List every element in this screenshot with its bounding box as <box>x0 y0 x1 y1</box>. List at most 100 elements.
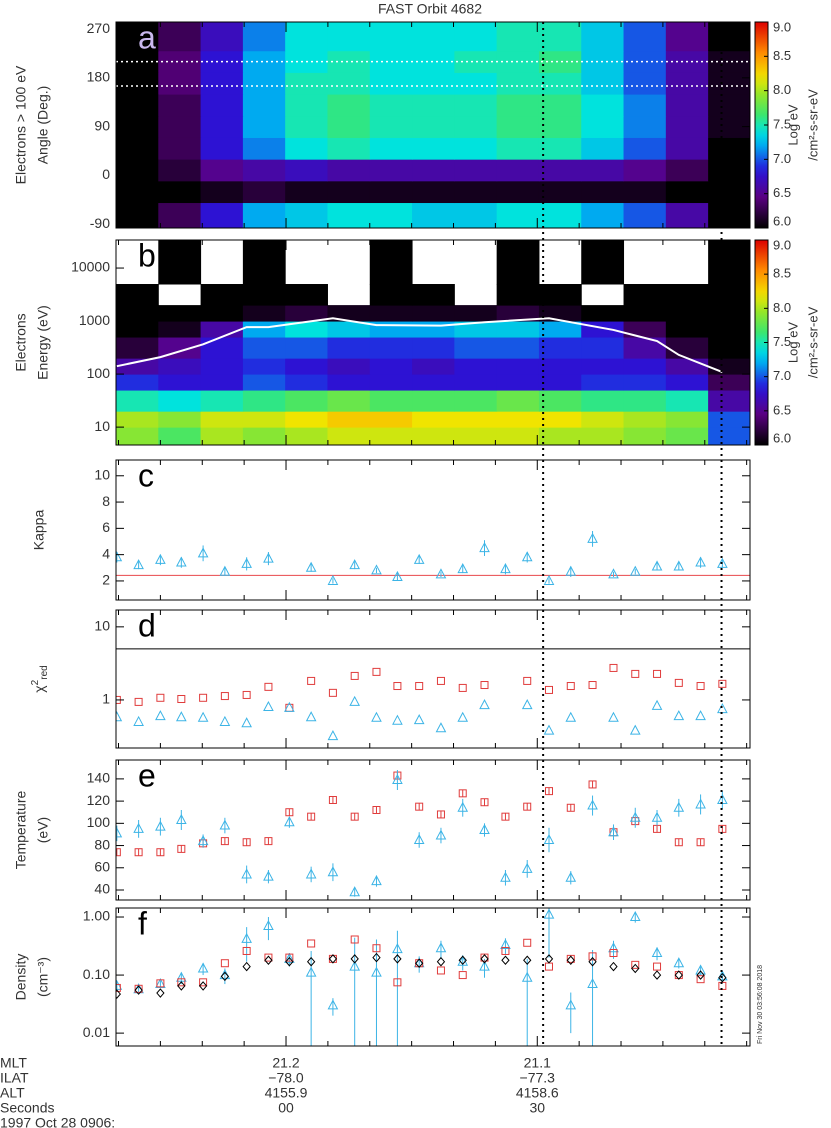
heat-cell <box>116 358 159 375</box>
heat-cell <box>708 321 750 338</box>
heat-cell <box>496 390 540 412</box>
heat-cell <box>496 137 540 160</box>
square-point <box>718 679 727 688</box>
heat-cell <box>200 427 244 445</box>
y-tick-label: 0.10 <box>83 966 110 982</box>
heat-cell <box>496 358 540 375</box>
heat-cell <box>538 411 582 428</box>
panel <box>116 770 728 897</box>
heat-cell <box>412 202 455 228</box>
heat-cell <box>708 115 750 138</box>
heat-cell <box>623 180 667 204</box>
heat-cell <box>665 358 709 375</box>
heat-cell <box>623 115 667 138</box>
heat-cell <box>116 427 159 445</box>
heat-cell <box>116 321 159 338</box>
heat-cell <box>116 284 159 306</box>
heat-cell <box>708 411 750 428</box>
diamond-point <box>116 989 122 999</box>
square-point <box>415 682 424 691</box>
heat-cell <box>327 374 371 391</box>
heat-cell <box>454 374 498 391</box>
triangle-point <box>327 574 339 585</box>
heat-cell <box>285 72 328 95</box>
heat-cell <box>496 50 540 73</box>
heat-cell <box>285 337 328 359</box>
y-tick-label: 90 <box>94 117 110 133</box>
square-point <box>177 978 186 987</box>
heat-cell <box>454 94 498 117</box>
colorbar-tick-label: 7.0 <box>773 151 791 166</box>
square-point <box>134 697 143 706</box>
heat-cell <box>200 137 244 160</box>
colorbar-label: Log eV <box>785 104 800 146</box>
triangle-point <box>392 943 403 954</box>
y-tick-label: 10000 <box>71 259 110 275</box>
heat-cell <box>496 180 540 204</box>
heat-cell <box>158 115 202 138</box>
triangle-point <box>543 833 555 844</box>
panel-frame <box>115 21 751 229</box>
triangle-point <box>197 835 209 846</box>
square-point <box>156 979 165 988</box>
triangle-point <box>543 908 555 919</box>
colorbar-tick-label: 8.0 <box>773 82 791 97</box>
y-tick-label: 10 <box>94 618 110 634</box>
square-point <box>116 848 121 857</box>
heat-cell <box>412 321 455 338</box>
heat-cell <box>285 180 328 204</box>
heat-cell <box>454 159 498 182</box>
table-row-label: ILAT <box>0 1070 29 1086</box>
triangle-point <box>349 886 361 897</box>
panel <box>116 908 728 1046</box>
diamond-point <box>631 963 640 974</box>
panel-letter: d <box>138 607 156 643</box>
heat-cell <box>158 337 202 359</box>
square-point <box>523 676 532 685</box>
diamond-point <box>415 958 424 968</box>
heat-cell <box>369 390 413 412</box>
triangle-point <box>435 829 447 840</box>
triangle-point <box>629 910 641 922</box>
square-point <box>566 803 575 812</box>
square-point <box>264 682 273 691</box>
heat-cell <box>327 337 371 359</box>
square-point <box>328 688 337 697</box>
heat-cell <box>538 337 582 359</box>
heat-cell <box>454 180 498 204</box>
square-point <box>696 682 705 691</box>
square-point <box>696 838 705 847</box>
heat-cell <box>285 321 328 338</box>
heat-cell <box>412 427 455 445</box>
heat-cell <box>665 180 709 204</box>
diamond-point <box>652 970 662 980</box>
heat-cell <box>623 50 667 73</box>
heat-cell <box>327 180 371 204</box>
heat-cell <box>623 94 667 117</box>
diamond-point <box>696 970 705 980</box>
heat-cell <box>242 427 286 445</box>
triangle-point <box>371 966 382 977</box>
heat-cell <box>665 305 709 322</box>
square-point <box>285 808 294 817</box>
square-point <box>199 693 208 702</box>
colorbar-tick-label: 9.0 <box>773 19 791 34</box>
heat-cell <box>454 390 498 412</box>
heat-cell <box>665 115 709 138</box>
heat-cell <box>496 72 540 95</box>
heat-cell <box>116 159 159 182</box>
y-tick-label: 60 <box>94 858 110 874</box>
panel-frame <box>115 609 751 749</box>
heat-cell <box>665 284 709 306</box>
triangle-point <box>543 574 555 585</box>
square-point <box>480 681 489 690</box>
triangle-point <box>500 563 511 574</box>
heat-cell <box>538 284 582 306</box>
triangle-point <box>219 819 231 830</box>
square-point <box>415 802 424 811</box>
heat-cell <box>623 427 667 445</box>
heat-cell <box>412 137 455 160</box>
heat-cell <box>623 305 667 322</box>
heat-cell <box>242 240 286 285</box>
heat-cell <box>116 305 159 322</box>
